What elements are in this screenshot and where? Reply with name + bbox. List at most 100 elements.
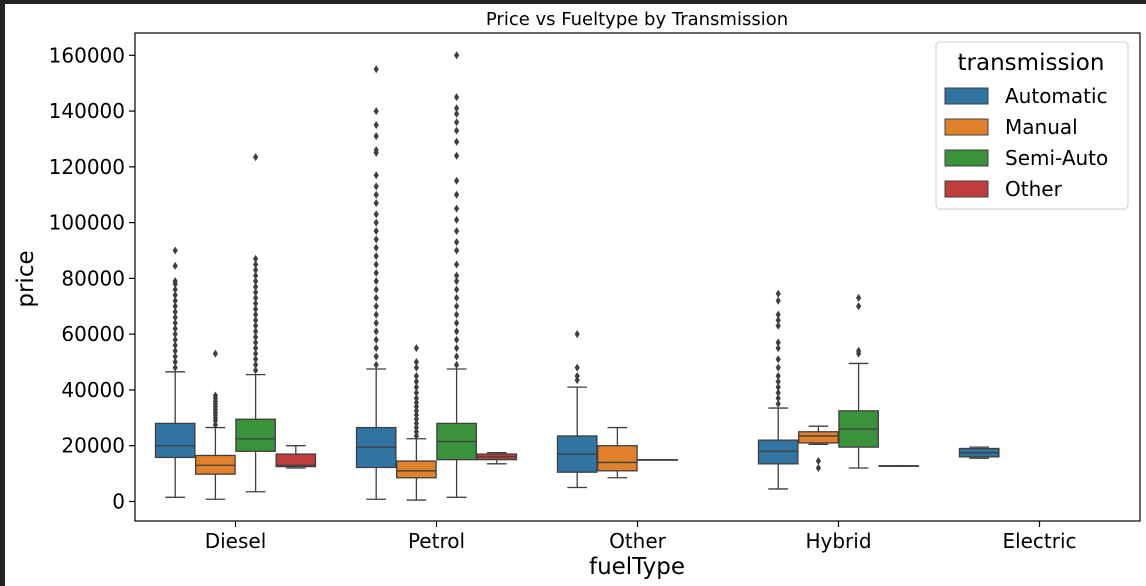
x-axis-label: fuelType <box>589 554 685 580</box>
outlier-point <box>413 371 419 380</box>
outlier-point <box>454 260 460 269</box>
box-semi-auto-diesel <box>235 153 276 493</box>
outlier-point <box>454 104 460 113</box>
outlier-point <box>454 310 460 319</box>
outlier-point <box>373 302 379 311</box>
outlier-point <box>373 199 379 208</box>
outlier-point <box>212 420 218 429</box>
box-automatic-electric <box>958 446 1000 459</box>
outlier-point <box>373 235 379 244</box>
x-tick-label: Other <box>609 529 667 553</box>
box-other-hybrid <box>878 465 920 467</box>
outlier-point <box>373 190 379 199</box>
outlier-point <box>253 360 259 369</box>
legend-swatch-manual <box>944 118 989 136</box>
x-tick-label: Petrol <box>408 529 465 553</box>
outlier-point <box>373 319 379 328</box>
outlier-point <box>172 261 178 270</box>
outlier-point <box>172 296 178 305</box>
outlier-point <box>775 363 781 372</box>
legend-swatch-other <box>944 180 989 198</box>
box-body <box>597 445 638 472</box>
outlier-point <box>172 277 178 286</box>
box-semi-auto-other <box>637 459 678 461</box>
box-manual-diesel <box>195 349 236 500</box>
outlier-point <box>413 388 419 397</box>
outlier-point <box>413 415 419 424</box>
outlier-point <box>574 371 580 380</box>
outlier-point <box>775 321 781 330</box>
outlier-point <box>815 457 821 466</box>
outlier-point <box>373 226 379 235</box>
outlier-point <box>454 352 460 361</box>
outlier-point <box>775 394 781 403</box>
outlier-point <box>413 406 419 415</box>
outlier-point <box>775 399 781 408</box>
outlier-point <box>253 327 259 336</box>
outlier-point <box>373 146 379 155</box>
outlier-point <box>454 319 460 328</box>
box-body <box>154 422 196 459</box>
box-manual-other <box>597 426 638 479</box>
y-tick-label: 160000 <box>49 43 125 67</box>
outlier-point <box>775 371 781 380</box>
outlier-point <box>413 383 419 392</box>
outlier-point <box>574 330 580 339</box>
outlier-point <box>253 305 259 314</box>
legend-label: Automatic <box>1005 84 1108 108</box>
outlier-point <box>454 109 460 118</box>
window-frame-left <box>0 0 5 586</box>
legend-label: Semi-Auto <box>1005 146 1108 170</box>
outlier-point <box>253 260 259 269</box>
outlier-point <box>856 293 862 302</box>
outlier-point <box>172 313 178 322</box>
outlier-point <box>253 338 259 347</box>
outlier-point <box>373 243 379 252</box>
outlier-point <box>413 419 419 428</box>
outlier-point <box>413 402 419 411</box>
y-tick-label: 80000 <box>61 266 125 290</box>
outlier-point <box>373 268 379 277</box>
box-semi-auto-petrol <box>436 51 477 498</box>
outlier-point <box>373 310 379 319</box>
outlier-point <box>172 358 178 367</box>
x-tick-label: Electric <box>1002 529 1076 553</box>
outlier-point <box>454 51 460 60</box>
outlier-point <box>212 391 218 400</box>
outlier-point <box>373 327 379 336</box>
outlier-point <box>253 288 259 297</box>
outlier-point <box>172 246 178 255</box>
outlier-point <box>253 310 259 319</box>
outlier-point <box>454 285 460 294</box>
outlier-point <box>413 398 419 407</box>
outlier-point <box>212 349 218 358</box>
outlier-point <box>775 289 781 298</box>
outlier-point <box>373 182 379 191</box>
outlier-point <box>454 151 460 160</box>
outlier-point <box>815 464 821 473</box>
outlier-point <box>172 307 178 316</box>
outlier-point <box>253 254 259 263</box>
outlier-point <box>454 302 460 311</box>
box-automatic-diesel <box>154 246 196 498</box>
outlier-point <box>454 93 460 102</box>
legend: transmission Automatic Manual Semi-Auto Oth… <box>935 41 1129 210</box>
outlier-point <box>253 366 259 375</box>
legend-frame <box>935 41 1129 210</box>
outlier-point <box>373 344 379 353</box>
y-tick-label: 40000 <box>61 378 125 402</box>
outlier-point <box>373 360 379 369</box>
outlier-point <box>454 118 460 127</box>
box-body <box>396 460 437 479</box>
outlier-point <box>775 377 781 386</box>
outlier-point <box>454 176 460 185</box>
outlier-point <box>856 302 862 311</box>
legend-label: Other <box>1005 177 1063 201</box>
box-other-diesel <box>275 445 317 469</box>
box-semi-auto-hybrid <box>838 293 879 469</box>
y-tick-label: 120000 <box>49 155 125 179</box>
outlier-point <box>454 277 460 286</box>
outlier-point <box>373 107 379 116</box>
outlier-point <box>454 246 460 255</box>
outlier-point <box>172 324 178 333</box>
